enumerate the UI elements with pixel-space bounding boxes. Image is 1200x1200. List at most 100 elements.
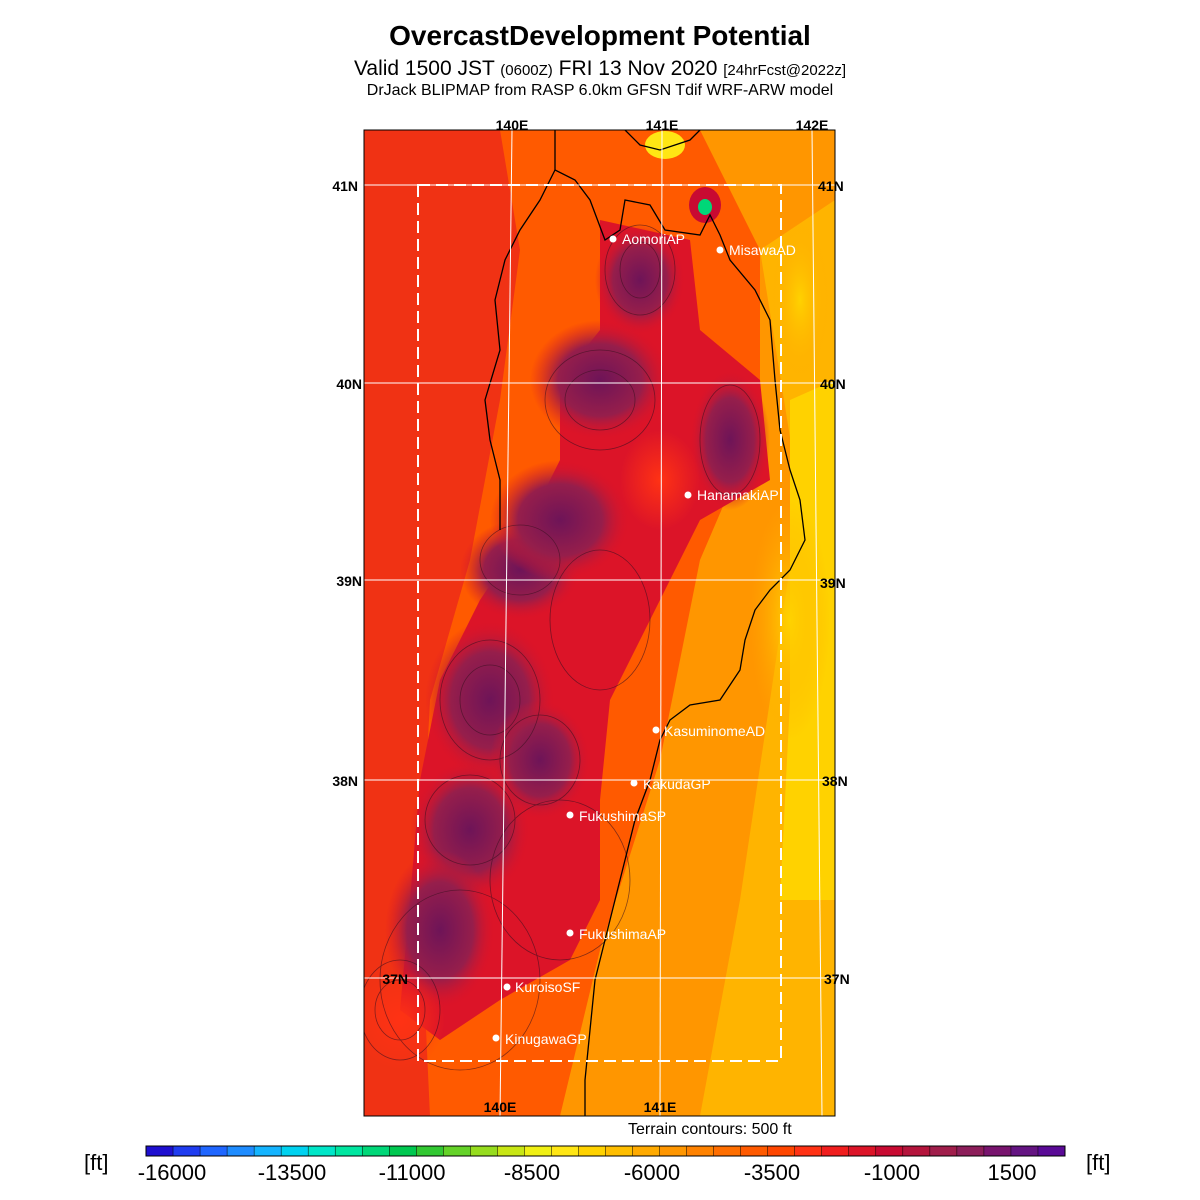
colorbar-swatch <box>443 1146 471 1156</box>
colorbar-swatch <box>578 1146 606 1156</box>
colorbar-unit-right: [ft] <box>1086 1150 1111 1175</box>
station-kuroiso: KuroisoSF <box>503 979 580 995</box>
colorbar-swatch <box>389 1146 417 1156</box>
lat-label-left-41n: 41N <box>332 178 358 194</box>
colorbar-swatch <box>821 1146 850 1156</box>
station-label: KasuminomeAD <box>664 723 765 739</box>
terrain-contours <box>364 224 761 1071</box>
colorbar-swatch <box>497 1146 525 1156</box>
station-kakuda: KakudaGP <box>630 776 711 792</box>
station-label: FukushimaAP <box>579 926 666 942</box>
station-marker <box>652 726 660 734</box>
colorbar-swatch <box>632 1146 661 1156</box>
map-frame <box>363 129 836 1117</box>
station-marker <box>503 983 511 991</box>
valid-utc: (0600Z) <box>500 62 553 79</box>
lon-label-bottom-141e: 141E <box>644 1099 677 1115</box>
colorbar-tick-label: -16000 <box>138 1160 207 1185</box>
colorbar-tick-label: -8500 <box>504 1160 560 1185</box>
colorbar-tick-label: -3500 <box>744 1160 800 1185</box>
station-label: KakudaGP <box>643 776 711 792</box>
colorbar-unit-left: [ft] <box>84 1150 109 1175</box>
colorbar-swatch <box>281 1146 309 1156</box>
lon-label-bottom-140e: 140E <box>484 1099 517 1115</box>
colorbar-swatch <box>929 1146 958 1156</box>
colorbar-tick-label: -13500 <box>258 1160 327 1185</box>
station-label: MisawaAD <box>729 242 796 258</box>
colorbar-swatch <box>848 1146 877 1156</box>
station-label: AomoriAP <box>622 231 685 247</box>
lon-label-top-141e: 141E <box>646 117 679 133</box>
colorbar-swatch <box>227 1146 255 1156</box>
station-marker <box>566 929 574 937</box>
graticule <box>364 129 835 1117</box>
colorbar-swatch <box>416 1146 444 1156</box>
forecast-info: [24hrFcst@2022z] <box>723 62 847 79</box>
station-label: FukushimaSP <box>579 808 666 824</box>
station-marker <box>492 1034 500 1042</box>
colorbar-swatch <box>902 1146 931 1156</box>
station-label: KuroisoSF <box>515 979 580 995</box>
lat-label-left-40n: 40N <box>336 376 362 392</box>
valid-time: Valid 1500 JST (0600Z) FRI 13 Nov 2020 [… <box>0 57 1200 81</box>
valid-prefix: Valid 1500 JST <box>353 57 495 80</box>
colorbar-swatch <box>551 1146 579 1156</box>
station-fukushima-ap: FukushimaAP <box>566 926 666 942</box>
station-misawa: MisawaAD <box>716 242 796 258</box>
colorbar-swatch <box>308 1146 336 1156</box>
colorbar-swatch <box>875 1146 904 1156</box>
colorbar-swatch <box>254 1146 282 1156</box>
colorbar-tick-label: 1500 <box>988 1160 1037 1185</box>
lon-label-top-140e: 140E <box>496 117 529 133</box>
colorbar-swatch <box>470 1146 498 1156</box>
lat-label-right-38n: 38N <box>822 773 848 789</box>
lon-label-top-142e: 142E <box>796 117 829 133</box>
colorbar-swatch <box>740 1146 769 1156</box>
colorbar-swatch <box>524 1146 552 1156</box>
lat-label-right-37n: 37N <box>824 971 850 987</box>
colorbar-swatch <box>173 1146 201 1156</box>
station-marker <box>566 811 574 819</box>
colorbar-tick-label: -1000 <box>864 1160 920 1185</box>
station-label: KinugawaGP <box>505 1031 587 1047</box>
station-kinugawa: KinugawaGP <box>492 1031 587 1047</box>
station-marker <box>684 491 692 499</box>
station-hanamaki: HanamakiAP <box>684 487 779 503</box>
colorbar-tick-label: -6000 <box>624 1160 680 1185</box>
colorbar-swatch <box>794 1146 823 1156</box>
valid-date: FRI 13 Nov 2020 <box>558 57 718 80</box>
page-title: OvercastDevelopment Potential <box>389 20 811 51</box>
colorbar-swatch <box>659 1146 688 1156</box>
colorbar-tick-label: -11000 <box>379 1160 446 1185</box>
lat-label-right-41n: 41N <box>818 178 844 194</box>
model-info: DrJack BLIPMAP from RASP 6.0km GFSN Tdif… <box>366 82 834 99</box>
station-marker <box>609 235 617 243</box>
station-marker <box>630 779 638 787</box>
colorbar-swatch <box>956 1146 985 1156</box>
lat-label-left-39n: 39N <box>336 573 362 589</box>
colorbar-swatch <box>335 1146 363 1156</box>
colorbar-swatch <box>200 1146 228 1156</box>
colorbar-swatch <box>686 1146 715 1156</box>
colorbar-swatch <box>362 1146 390 1156</box>
inner-domain-box <box>417 184 782 1062</box>
station-marker <box>716 246 724 254</box>
colorbar-swatch <box>605 1146 634 1156</box>
station-kasuminome: KasuminomeAD <box>652 723 765 739</box>
colorbar-swatch <box>146 1146 174 1156</box>
colorbar-swatch <box>1037 1146 1066 1156</box>
station-label: HanamakiAP <box>697 487 779 503</box>
colorbar-swatch <box>1010 1146 1039 1156</box>
lat-label-left-37n: 37N <box>382 971 408 987</box>
station-aomori: AomoriAP <box>609 231 685 247</box>
colorbar-swatch <box>983 1146 1012 1156</box>
colorbar-swatch <box>767 1146 796 1156</box>
terrain-contours-note: Terrain contours: 500 ft <box>628 1121 792 1138</box>
lat-label-left-38n: 38N <box>332 773 358 789</box>
colorbar-swatch <box>713 1146 742 1156</box>
lat-label-right-39n: 39N <box>820 575 846 591</box>
lat-label-right-40n: 40N <box>820 376 846 392</box>
station-fukushima-sp: FukushimaSP <box>566 808 666 824</box>
colorbar: -16000 -13500 -11000 -8500 -6000 -3500 -1000 15… <box>138 1145 1066 1185</box>
